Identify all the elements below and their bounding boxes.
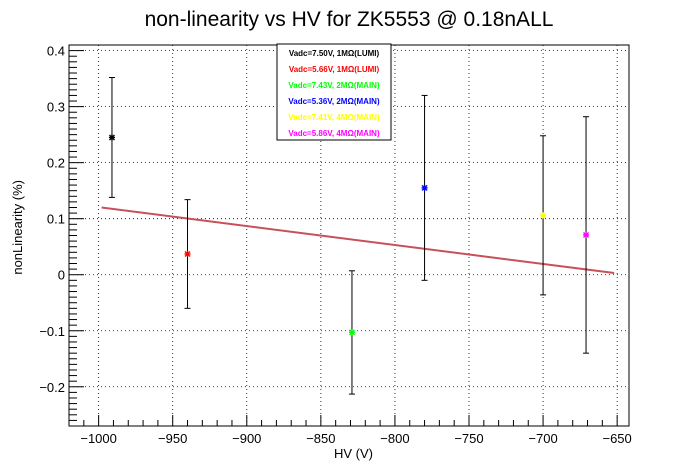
data-marker [108,134,115,141]
marker-stroke [348,329,355,336]
data-marker [348,329,355,336]
chart-title: non-linearity vs HV for ZK5553 @ 0.18nAL… [145,8,554,31]
marker-stroke [184,250,191,257]
x-axis-label: HV (V) [334,446,373,461]
fit-line [101,206,615,275]
y-tick-label: 0.2 [47,156,65,171]
y-tick-label: −0.2 [39,380,65,395]
x-tick-label: −900 [232,431,261,446]
x-tick-label: −650 [602,431,631,446]
y-tick-label: 0.1 [47,212,65,227]
data-marker [421,184,428,191]
data-points [108,76,590,395]
x-axis-ticks: −1000 −950 −900 −850 −800 −750 −700 −650 [68,415,632,446]
legend-entry: Vadc=5.66V, 1MΩ(LUMI) [289,65,380,74]
marker-stroke [108,134,115,141]
x-tick-label: −800 [380,431,409,446]
y-tick-label: 0.4 [47,44,65,59]
y-axis-ticks: −0.2 −0.1 0 0.1 0.2 0.3 0.4 [39,44,84,427]
x-tick-label: −750 [454,431,483,446]
y-tick-label: 0 [58,268,65,283]
legend-entry: Vadc=7.41V, 4MΩ(MAIN) [288,113,380,122]
legend-box [276,43,392,141]
fit-line-group [101,206,615,275]
legend-entry: Vadc=5.36V, 2MΩ(MAIN) [288,97,380,106]
x-tick-label: −1000 [80,431,117,446]
y-tick-label: −0.1 [39,324,65,339]
x-tick-label: −950 [158,431,187,446]
marker-stroke [421,184,428,191]
data-marker [184,250,191,257]
legend-entry: Vadc=7.43V, 2MΩ(MAIN) [288,81,380,90]
marker-stroke [540,212,547,219]
marker-stroke [583,231,590,238]
x-tick-label: −850 [306,431,335,446]
legend-entry: Vadc=7.50V, 1MΩ(LUMI) [289,49,380,58]
y-axis-label: nonLinearity (%) [10,180,25,275]
y-tick-label: 0.3 [47,100,65,115]
data-marker [540,212,547,219]
legend-entry: Vadc=5.86V, 4MΩ(MAIN) [288,129,380,138]
data-marker [583,231,590,238]
legend: Vadc=7.50V, 1MΩ(LUMI) Vadc=5.66V, 1MΩ(LUM… [276,43,392,141]
x-tick-label: −700 [528,431,557,446]
